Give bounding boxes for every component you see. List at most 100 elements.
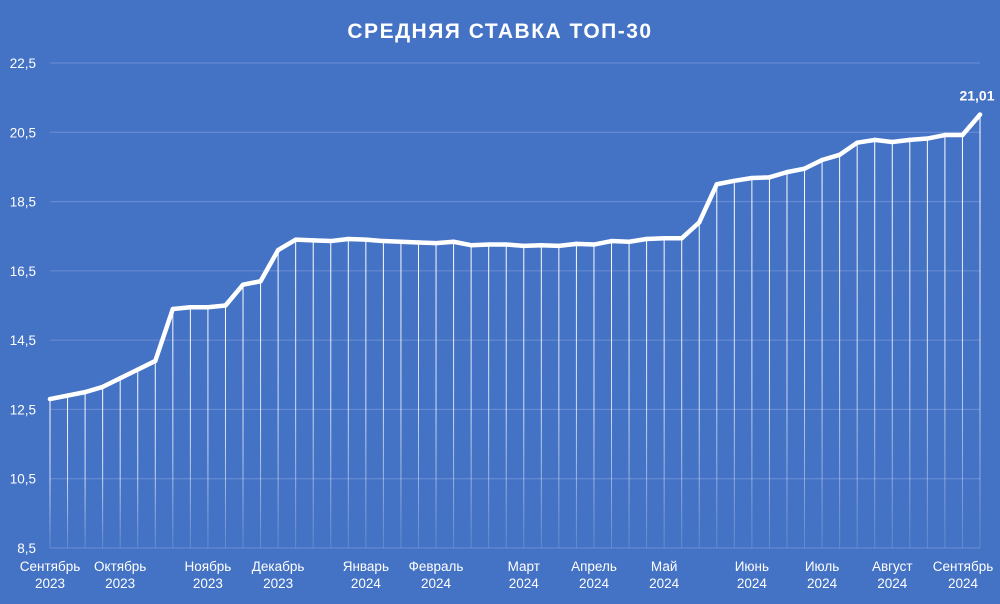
drop-line	[575, 243, 577, 549]
x-tick-year: 2023	[193, 576, 223, 591]
data-point	[802, 166, 807, 171]
y-axis: 8,5 10,5 12,5 14,5 16,5 18,5 20,5 22,5	[10, 56, 36, 556]
drop-line	[839, 154, 841, 548]
data-point	[714, 182, 719, 187]
data-point	[240, 282, 246, 287]
data-point	[117, 376, 123, 381]
y-tick-label: 18,5	[10, 195, 36, 210]
drop-line	[716, 184, 718, 548]
data-point	[539, 243, 544, 248]
drop-line	[435, 243, 437, 548]
data-point	[784, 169, 790, 175]
data-point	[398, 239, 404, 244]
data-point	[328, 238, 333, 244]
data-point	[661, 236, 667, 241]
y-tick-label: 10,5	[10, 472, 36, 487]
data-point	[311, 238, 316, 243]
data-point	[416, 240, 421, 245]
drop-line	[295, 239, 297, 548]
x-axis: Сентябрь 2023 Октябрь 2023 Ноябрь 2023 Декабрь…	[20, 559, 993, 591]
y-tick-label: 12,5	[10, 402, 36, 417]
data-point	[82, 389, 88, 395]
data-point	[223, 303, 228, 308]
drop-line	[137, 369, 139, 548]
drop-line	[172, 308, 174, 548]
drop-line	[874, 139, 876, 548]
drop-line	[505, 244, 507, 548]
data-point	[977, 112, 983, 117]
x-tick-year: 2023	[105, 576, 135, 591]
drop-line	[102, 386, 104, 548]
drop-line	[347, 238, 349, 548]
drop-line	[593, 244, 595, 548]
drop-line	[260, 281, 262, 548]
drop-lines	[49, 114, 981, 549]
x-tick-month: Май	[651, 559, 677, 574]
drop-line	[67, 395, 69, 548]
x-tick-year: 2024	[351, 576, 382, 591]
data-points	[47, 112, 983, 402]
data-point	[381, 238, 386, 244]
data-point	[363, 237, 369, 242]
data-point	[837, 152, 842, 158]
data-point	[626, 239, 632, 244]
data-point	[644, 236, 649, 242]
x-tick-month: Сентябрь	[20, 559, 80, 574]
drop-line	[242, 284, 244, 548]
x-tick-year: 2024	[649, 576, 680, 591]
drop-line	[119, 378, 121, 548]
drop-line	[400, 241, 402, 548]
drop-line	[979, 114, 981, 548]
drop-line	[891, 141, 893, 548]
data-point	[275, 247, 281, 253]
data-point	[574, 241, 579, 247]
data-point	[486, 242, 491, 247]
drop-line	[681, 238, 683, 549]
x-tick-month: Январь	[343, 559, 389, 574]
data-point	[65, 393, 70, 398]
x-tick-month: Декабрь	[252, 559, 305, 574]
data-point	[697, 220, 702, 225]
x-tick-month: Февраль	[409, 559, 464, 574]
data-point	[890, 139, 895, 145]
drop-line	[207, 307, 209, 548]
data-point	[170, 306, 176, 312]
drop-line	[330, 241, 332, 549]
x-tick-month: Октябрь	[94, 559, 146, 574]
data-point	[960, 132, 965, 138]
data-point	[188, 305, 193, 310]
drop-line	[84, 392, 86, 548]
drop-line	[453, 241, 455, 548]
drop-line	[804, 168, 806, 549]
series-line	[47, 112, 983, 402]
x-tick-year: 2023	[35, 576, 65, 591]
drop-line	[611, 241, 613, 549]
x-tick-year: 2024	[737, 576, 768, 591]
y-tick-label: 20,5	[10, 125, 36, 140]
data-point	[433, 240, 439, 246]
data-point	[504, 242, 509, 247]
x-tick-year: 2024	[948, 576, 979, 591]
drop-line	[540, 245, 542, 548]
x-tick-month: Апрель	[571, 559, 617, 574]
data-point	[135, 367, 140, 372]
drop-line	[154, 360, 156, 548]
drop-line	[558, 245, 560, 548]
data-point	[153, 358, 158, 364]
drop-line	[751, 178, 753, 548]
x-tick-month: Сентябрь	[933, 559, 993, 574]
drop-line	[663, 238, 665, 549]
drop-line	[277, 250, 279, 549]
y-tick-label: 22,5	[10, 56, 36, 71]
data-point	[609, 238, 614, 244]
data-point	[591, 242, 597, 247]
drop-line	[786, 172, 788, 548]
data-point	[258, 279, 263, 284]
y-tick-label: 8,5	[17, 541, 36, 556]
drop-line	[470, 245, 472, 548]
data-point	[925, 136, 930, 141]
data-point	[942, 132, 948, 138]
drop-line	[523, 245, 525, 548]
drop-line	[646, 238, 648, 548]
y-tick-label: 14,5	[10, 333, 36, 348]
